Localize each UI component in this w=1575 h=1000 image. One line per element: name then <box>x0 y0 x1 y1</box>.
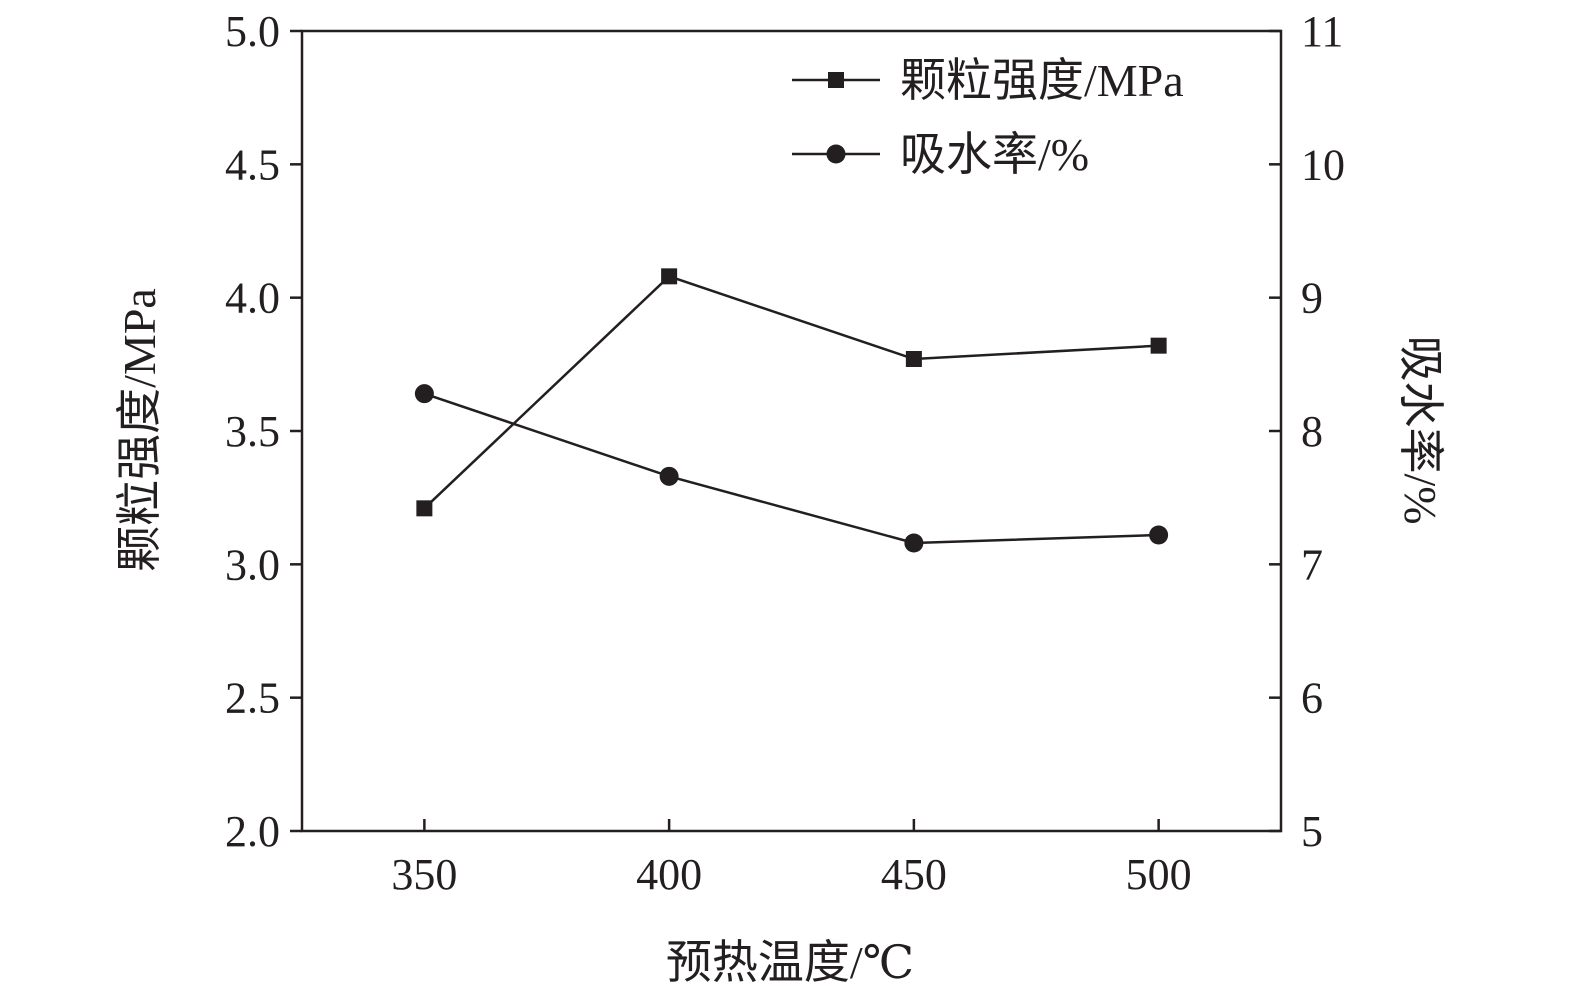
x-tick-label: 400 <box>636 850 702 899</box>
data-point-square <box>416 500 433 517</box>
data-point-circle <box>904 533 924 553</box>
x-tick-label: 500 <box>1126 850 1192 899</box>
data-point-circle <box>659 466 679 486</box>
y-left-tick-label: 3.5 <box>225 407 280 456</box>
y-axis-right-title: 吸水率/% <box>1395 335 1446 524</box>
y-right-tick-label: 8 <box>1301 407 1323 456</box>
x-axis: 350 400 450 500 <box>391 819 1192 899</box>
data-point-circle <box>414 384 434 404</box>
series-layer <box>414 268 1169 553</box>
y-axis-right: 5 6 7 8 9 10 11 <box>1269 7 1345 856</box>
legend-marker-circle <box>826 144 846 164</box>
legend-marker-square <box>828 72 844 88</box>
data-point-square <box>1150 337 1167 354</box>
y-left-tick-label: 2.0 <box>225 807 280 856</box>
y-axis-left-title: 颗粒强度/MPa <box>114 288 165 572</box>
y-left-tick-label: 4.5 <box>225 140 280 189</box>
y-right-tick-label: 6 <box>1301 674 1323 723</box>
x-axis-title: 预热温度/℃ <box>666 937 914 988</box>
data-point-square <box>661 268 678 285</box>
y-left-tick-label: 5.0 <box>225 7 280 56</box>
y-right-tick-label: 5 <box>1301 807 1323 856</box>
legend-label: 吸水率/% <box>900 129 1089 180</box>
plot-frame <box>300 29 1283 833</box>
y-left-tick-label: 4.0 <box>225 274 280 323</box>
y-right-tick-label: 11 <box>1301 7 1343 56</box>
y-right-tick-label: 9 <box>1301 274 1323 323</box>
y-left-tick-label: 2.5 <box>225 674 280 723</box>
series-line-2 <box>423 392 1159 545</box>
x-tick-label: 450 <box>881 850 947 899</box>
x-tick-label: 350 <box>391 850 457 899</box>
y-right-tick-label: 7 <box>1301 540 1323 589</box>
y-right-tick-label: 10 <box>1301 140 1345 189</box>
legend-label: 颗粒强度/MPa <box>900 55 1184 106</box>
legend: 颗粒强度/MPa 吸水率/% <box>792 55 1184 180</box>
series-line-1 <box>423 274 1159 510</box>
data-point-circle <box>1149 525 1169 545</box>
plot-border <box>300 29 1283 833</box>
data-point-square <box>905 351 922 367</box>
y-axis-left: 2.0 2.5 3.0 3.5 4.0 4.5 5.0 <box>225 7 302 856</box>
y-left-tick-label: 3.0 <box>225 540 280 589</box>
